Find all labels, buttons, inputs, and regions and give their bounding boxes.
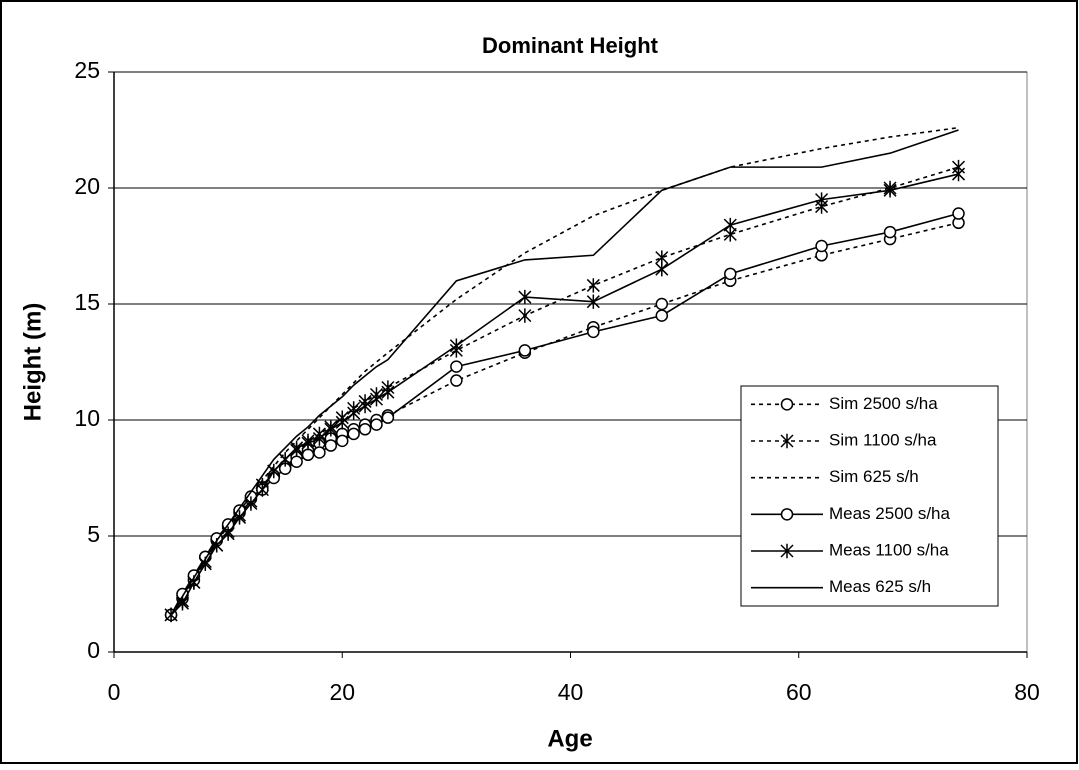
legend-label: Meas 2500 s/ha bbox=[829, 504, 951, 523]
marker bbox=[586, 294, 600, 309]
y-tick-label: 5 bbox=[87, 521, 100, 547]
marker bbox=[358, 398, 372, 414]
marker bbox=[815, 239, 828, 253]
marker bbox=[381, 384, 395, 400]
marker bbox=[450, 360, 463, 373]
marker bbox=[518, 289, 532, 305]
legend-label: Sim 2500 s/ha bbox=[829, 394, 938, 413]
marker bbox=[518, 344, 532, 357]
marker bbox=[290, 455, 303, 469]
marker bbox=[312, 431, 326, 446]
marker bbox=[883, 225, 897, 239]
marker bbox=[244, 496, 258, 511]
legend-label: Sim 625 s/h bbox=[829, 467, 919, 486]
marker bbox=[301, 436, 315, 451]
y-tick-label: 25 bbox=[74, 57, 100, 83]
legend-box bbox=[740, 385, 999, 607]
marker bbox=[324, 422, 338, 437]
marker bbox=[655, 309, 669, 322]
marker bbox=[335, 415, 349, 430]
marker bbox=[369, 391, 384, 407]
series-line bbox=[170, 129, 959, 616]
marker bbox=[815, 192, 829, 207]
marker bbox=[255, 482, 269, 497]
y-tick-label: 15 bbox=[74, 289, 100, 315]
marker bbox=[450, 374, 463, 387]
marker bbox=[347, 405, 361, 421]
y-tick-label: 0 bbox=[87, 637, 100, 663]
legend-marker bbox=[780, 433, 794, 449]
legend-label: Sim 1100 s/ha bbox=[829, 430, 937, 449]
marker bbox=[278, 452, 292, 467]
legend-marker bbox=[780, 543, 794, 559]
marker bbox=[175, 596, 190, 611]
x-tick-label: 40 bbox=[558, 679, 584, 705]
x-tick-label: 20 bbox=[329, 679, 355, 705]
marker bbox=[449, 338, 463, 353]
marker bbox=[358, 423, 372, 436]
marker bbox=[724, 267, 737, 281]
legend-label: Meas 625 s/h bbox=[829, 577, 931, 596]
marker bbox=[586, 278, 600, 293]
marker bbox=[370, 418, 383, 431]
marker bbox=[655, 262, 669, 277]
x-axis-label: Age bbox=[547, 725, 592, 752]
marker bbox=[381, 411, 395, 424]
marker bbox=[723, 217, 737, 233]
marker bbox=[336, 434, 349, 448]
y-tick-label: 20 bbox=[74, 173, 100, 199]
x-tick-label: 80 bbox=[1014, 679, 1040, 705]
marker bbox=[883, 183, 897, 198]
x-tick-label: 0 bbox=[108, 679, 121, 705]
series-line bbox=[170, 166, 959, 616]
marker bbox=[324, 439, 338, 452]
chart-title: Dominant Height bbox=[482, 33, 659, 58]
legend-marker bbox=[780, 398, 794, 411]
marker bbox=[267, 463, 281, 479]
legend-marker bbox=[780, 508, 794, 521]
y-axis-label: Height (m) bbox=[19, 303, 46, 422]
y-tick-label: 10 bbox=[74, 405, 100, 431]
marker bbox=[301, 448, 315, 462]
marker bbox=[313, 446, 326, 459]
legend-label: Meas 1100 s/ha bbox=[829, 540, 949, 559]
marker bbox=[290, 440, 304, 456]
marker bbox=[518, 308, 532, 323]
marker bbox=[587, 325, 600, 339]
marker bbox=[952, 207, 965, 220]
x-tick-label: 60 bbox=[786, 679, 812, 705]
marker bbox=[951, 166, 966, 182]
marker bbox=[655, 297, 669, 311]
marker bbox=[347, 427, 360, 441]
